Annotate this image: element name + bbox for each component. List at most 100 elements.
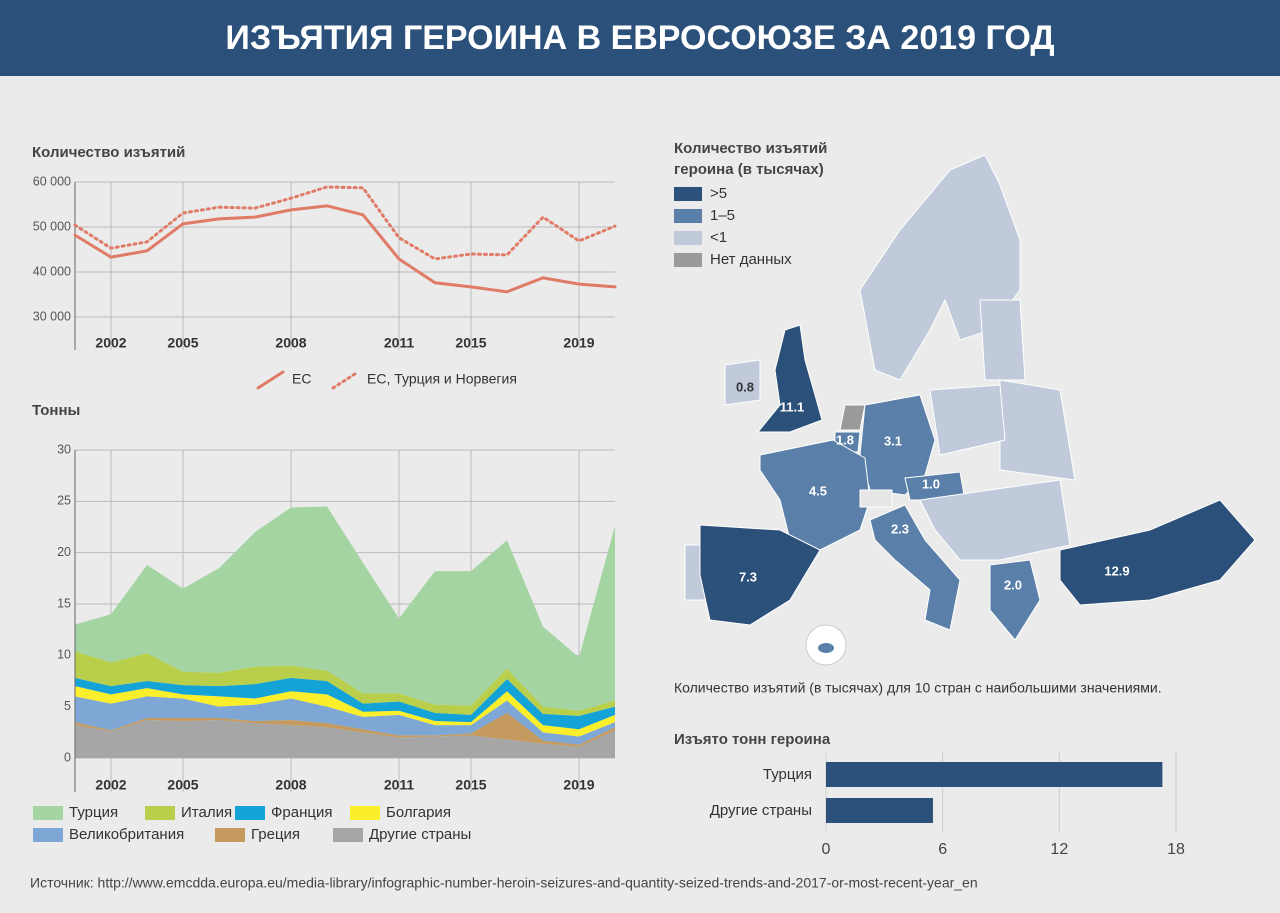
map-value-label: 3.1 bbox=[884, 433, 902, 448]
legend-swatch bbox=[674, 253, 702, 267]
legend-label: Франция bbox=[271, 804, 332, 821]
x-tick-label: 2015 bbox=[455, 335, 486, 351]
country bbox=[919, 479, 1071, 561]
x-tick-label: 2019 bbox=[563, 335, 594, 351]
x-tick-label: 2008 bbox=[275, 777, 306, 793]
map-value-label: 2.0 bbox=[1004, 577, 1022, 592]
legend-swatch bbox=[331, 370, 360, 390]
legend-swatch bbox=[256, 370, 285, 390]
country bbox=[869, 504, 961, 631]
legend-title: Количество изъятий bbox=[674, 140, 827, 157]
x-tick-label: 2005 bbox=[167, 777, 198, 793]
legend-label: ЕС, Турция и Норвегия bbox=[367, 371, 517, 387]
areas bbox=[75, 506, 615, 758]
country bbox=[859, 489, 893, 508]
x-tick-label: 2002 bbox=[95, 335, 126, 351]
area-series bbox=[75, 506, 615, 711]
map-value-label: 12.9 bbox=[1104, 563, 1129, 578]
x-tick-label: 2002 bbox=[95, 777, 126, 793]
bar bbox=[826, 762, 1163, 787]
y-tick-label: 30 bbox=[57, 442, 71, 456]
legend-swatch bbox=[33, 828, 63, 842]
legend-label: Нет данных bbox=[710, 251, 792, 268]
x-tick-label: 2019 bbox=[563, 777, 594, 793]
legend-label: Болгария bbox=[386, 804, 451, 821]
x-tick-label: 2011 bbox=[384, 777, 415, 793]
area-series bbox=[75, 677, 615, 730]
country bbox=[759, 439, 871, 551]
y-tick-label: 60 000 bbox=[33, 174, 71, 188]
country bbox=[929, 384, 1006, 456]
x-tick-label: 2005 bbox=[167, 335, 198, 351]
legend-label: 1–5 bbox=[710, 207, 735, 224]
legend-label: Греция bbox=[251, 826, 300, 843]
legend-label: >5 bbox=[710, 185, 727, 202]
country bbox=[979, 299, 1026, 381]
map bbox=[684, 154, 1256, 666]
legend-label: Турция bbox=[69, 804, 118, 821]
legend-swatch bbox=[235, 806, 265, 820]
legend-swatch bbox=[350, 806, 380, 820]
x-tick-label: 6 bbox=[938, 841, 947, 858]
country bbox=[724, 359, 761, 406]
x-tick-label: 0 bbox=[822, 841, 831, 858]
legend-swatch bbox=[215, 828, 245, 842]
country bbox=[1059, 499, 1256, 606]
area-series bbox=[75, 720, 615, 758]
line-series bbox=[73, 185, 617, 261]
map-value-label: 7.3 bbox=[739, 569, 757, 584]
map-value-label: 1.0 bbox=[922, 476, 940, 491]
country bbox=[699, 524, 821, 626]
legend-swatch bbox=[333, 828, 363, 842]
y-tick-label: 15 bbox=[57, 596, 71, 610]
x-tick-label: 2015 bbox=[455, 777, 486, 793]
legend-label: ЕС bbox=[292, 371, 311, 387]
y-tick-label: 0 bbox=[64, 750, 71, 764]
x-tick-label: 18 bbox=[1167, 841, 1185, 858]
country bbox=[839, 404, 866, 431]
area-series bbox=[75, 686, 615, 737]
y-tick-label: 25 bbox=[57, 494, 71, 508]
chart-title: Тонны bbox=[32, 402, 80, 419]
chart-title: Изъято тонн героина bbox=[674, 731, 831, 748]
area-series bbox=[75, 651, 615, 716]
x-tick-label: 12 bbox=[1050, 841, 1068, 858]
legend-swatch bbox=[145, 806, 175, 820]
source: Источник: http://www.emcdda.europa.eu/me… bbox=[30, 875, 978, 891]
legend-label: Великобритания bbox=[69, 826, 184, 843]
y-tick-label: 10 bbox=[57, 648, 71, 662]
page-title: ИЗЪЯТИЯ ГЕРОИНА В ЕВРОСОЮЗЕ ЗА 2019 ГОД bbox=[225, 19, 1054, 57]
x-tick-label: 2011 bbox=[384, 335, 415, 351]
malta bbox=[818, 643, 834, 653]
map-caption: Количество изъятий (в тысячах) для 10 ст… bbox=[674, 680, 1162, 696]
map-value-label: 0.8 bbox=[736, 379, 754, 394]
legend-label: <1 bbox=[710, 229, 727, 246]
line-series bbox=[73, 204, 617, 294]
y-tick-label: 20 bbox=[57, 545, 71, 559]
header-bar bbox=[0, 0, 1280, 76]
area-series bbox=[75, 712, 615, 747]
legend-label: Италия bbox=[181, 804, 232, 821]
x-tick-label: 2008 bbox=[275, 335, 306, 351]
map-value-label: 2.3 bbox=[891, 521, 909, 536]
area-series bbox=[75, 696, 615, 745]
legend-label: Другие страны bbox=[369, 826, 471, 843]
bar bbox=[826, 798, 933, 823]
legend-title: героина (в тысячах) bbox=[674, 161, 824, 178]
legend-swatch bbox=[674, 231, 702, 245]
y-tick-label: 40 000 bbox=[33, 264, 71, 278]
y-tick-label: 50 000 bbox=[33, 219, 71, 233]
chart-title: Количество изъятий bbox=[32, 144, 185, 161]
legend-swatch bbox=[33, 806, 63, 820]
y-tick-label: 5 bbox=[64, 699, 71, 713]
y-tick-label: Другие страны bbox=[710, 802, 812, 819]
y-tick-label: Турция bbox=[763, 766, 812, 783]
country bbox=[756, 324, 823, 433]
country bbox=[989, 559, 1041, 641]
map-value-label: 11.1 bbox=[780, 399, 805, 414]
map-value-label: 1.8 bbox=[836, 432, 854, 447]
legend-swatch bbox=[674, 209, 702, 223]
map-value-label: 4.5 bbox=[809, 483, 827, 498]
